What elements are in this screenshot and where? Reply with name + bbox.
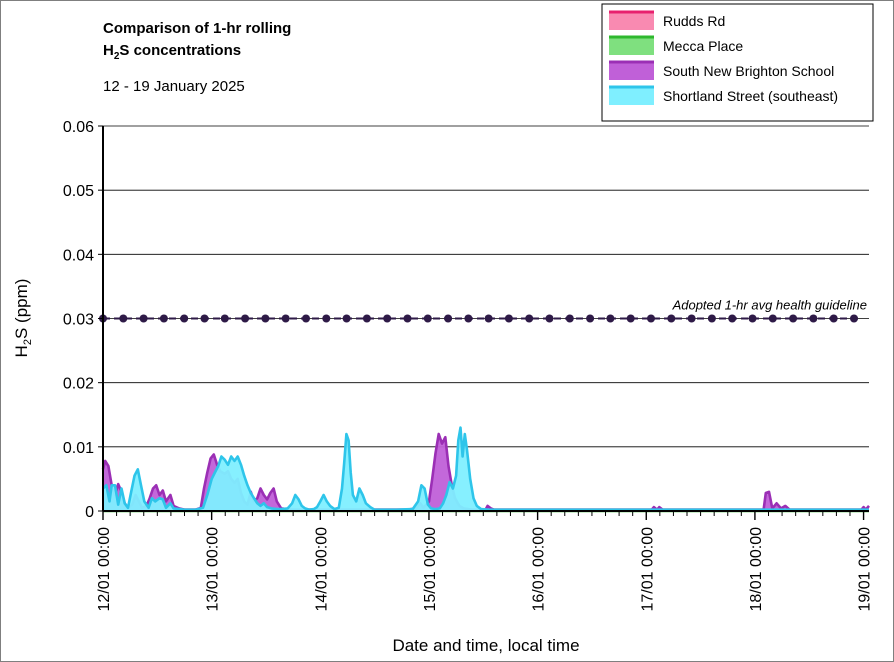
guideline-layer: Adopted 1-hr avg health guideline (99, 298, 867, 323)
legend-label: Rudds Rd (663, 13, 725, 29)
guideline-marker (728, 314, 737, 323)
legend-label: Mecca Place (663, 38, 743, 54)
guideline-marker (707, 314, 716, 323)
legend-label: Shortland Street (southeast) (663, 88, 838, 104)
x-tick-label: 17/01 00:00 (639, 527, 656, 612)
y-tick-label: 0 (85, 504, 94, 521)
guideline-marker (403, 314, 412, 323)
grid-layer (103, 125, 869, 448)
chart-title-line2: H2S concentrations (103, 42, 241, 62)
guideline-marker (180, 314, 189, 323)
y-tick-label: 0.05 (63, 183, 94, 200)
guideline-marker (525, 314, 534, 323)
guideline-marker (484, 314, 493, 323)
guideline-marker (241, 314, 250, 323)
guideline-marker (545, 314, 554, 323)
chart-title-line1: Comparison of 1-hr rolling (103, 20, 291, 37)
x-tick-label: 16/01 00:00 (531, 527, 548, 612)
guideline-marker (789, 314, 798, 323)
guideline-marker (565, 314, 574, 323)
guideline-marker (647, 314, 655, 323)
x-tick-label: 14/01 00:00 (313, 527, 330, 612)
guideline-marker (200, 314, 209, 323)
legend-swatch (609, 11, 654, 30)
chart-title-h: H (103, 42, 114, 59)
guideline-marker (423, 314, 432, 323)
guideline-marker (383, 314, 392, 323)
guideline-marker (281, 314, 290, 323)
guideline-marker (261, 314, 270, 323)
guideline-marker (322, 314, 331, 323)
x-tick-label: 18/01 00:00 (748, 527, 765, 612)
tick-layer: 0 0.01 0.02 0.03 0.04 0.05 0.06 12/01 00:00 13/0… (63, 119, 874, 612)
series-line-3 (102, 426, 869, 511)
legend: Rudds Rd Mecca Place South New Brighton Sc… (601, 3, 874, 122)
guideline-marker (748, 314, 757, 323)
guideline-marker (139, 314, 148, 323)
y-tick-label: 0.02 (63, 376, 94, 393)
y-label-suffix: S (ppm) (12, 279, 31, 339)
chart-subtitle: 12 - 19 January 2025 (103, 78, 245, 95)
legend-swatch (609, 61, 654, 80)
x-tick-label: 13/01 00:00 (205, 527, 222, 612)
guideline-marker (586, 314, 595, 323)
guideline-marker (464, 314, 473, 323)
guideline-marker (159, 314, 168, 323)
guideline-marker (220, 314, 229, 323)
x-tick-label: 19/01 00:00 (857, 527, 874, 612)
y-axis-label: H2S (ppm) (12, 279, 34, 358)
guideline-marker (626, 314, 635, 323)
y-tick-label: 0.01 (63, 440, 94, 457)
guideline-marker (687, 314, 696, 323)
y-tick-label: 0.06 (63, 119, 94, 136)
guideline-marker (444, 314, 453, 323)
guideline-marker (362, 314, 371, 323)
x-tick-label: 15/01 00:00 (422, 527, 439, 612)
guideline-marker (302, 314, 310, 323)
series-line-2 (101, 432, 870, 511)
y-label-sub: 2 (22, 339, 34, 345)
chart-title-suffix: S concentrations (119, 42, 241, 59)
x-axis-label: Date and time, local time (392, 636, 579, 655)
series-layer (101, 426, 870, 513)
guideline-marker (768, 314, 777, 323)
guideline-marker (119, 314, 128, 323)
y-label-h: H (12, 345, 31, 357)
guideline-marker (667, 314, 676, 323)
guideline-marker (342, 314, 351, 323)
guideline-marker (829, 314, 838, 323)
y-tick-label: 0.04 (63, 247, 94, 264)
guideline-marker (809, 314, 818, 323)
y-tick-label: 0.03 (63, 312, 94, 329)
legend-items: Rudds Rd Mecca Place South New Brighton Sc… (609, 10, 838, 105)
legend-label: South New Brighton School (663, 63, 834, 79)
legend-swatch (609, 86, 654, 105)
guideline-marker (850, 314, 858, 323)
x-tick-label: 12/01 00:00 (96, 527, 113, 612)
legend-swatch (609, 36, 654, 55)
guideline-marker (606, 314, 615, 323)
chart-title-sub: 2 (114, 51, 120, 62)
guideline-label: Adopted 1-hr avg health guideline (672, 298, 867, 313)
guideline-marker (504, 314, 513, 323)
